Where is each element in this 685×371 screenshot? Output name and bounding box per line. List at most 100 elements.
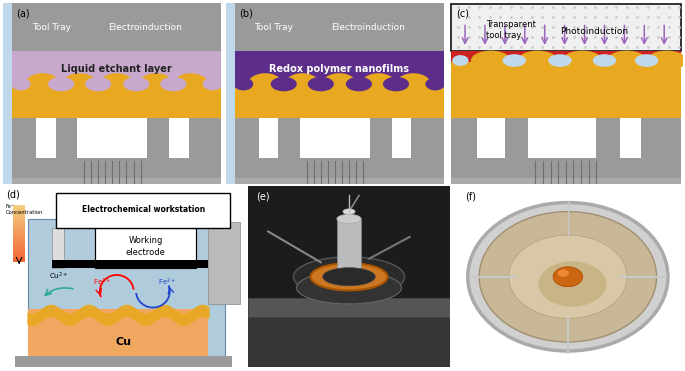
Bar <box>147 118 169 162</box>
Text: Liquid etchant layer: Liquid etchant layer <box>62 64 172 74</box>
Bar <box>27 219 225 360</box>
Bar <box>235 3 444 52</box>
Ellipse shape <box>322 73 357 95</box>
Text: Redox polymer nanofilms: Redox polymer nanofilms <box>269 64 410 74</box>
Bar <box>226 3 235 184</box>
Text: Fe$^{2+}$: Fe$^{2+}$ <box>158 276 177 288</box>
Bar <box>12 3 221 52</box>
Text: Cu$^{2+}$: Cu$^{2+}$ <box>49 271 68 282</box>
Ellipse shape <box>509 235 627 318</box>
Bar <box>13 219 25 221</box>
Bar <box>13 246 25 249</box>
Bar <box>451 52 681 62</box>
Bar <box>596 118 620 162</box>
Bar <box>13 217 25 219</box>
Text: Working
electrode: Working electrode <box>126 236 166 257</box>
Bar <box>13 214 25 217</box>
Ellipse shape <box>293 257 405 297</box>
Bar <box>248 299 450 316</box>
Ellipse shape <box>343 209 355 214</box>
Bar <box>13 253 25 256</box>
Bar <box>13 260 25 262</box>
Ellipse shape <box>346 77 372 91</box>
Text: Fe⁺
Concentration: Fe⁺ Concentration <box>6 204 43 215</box>
Ellipse shape <box>479 211 656 342</box>
Bar <box>451 158 681 184</box>
Bar <box>12 178 221 184</box>
Ellipse shape <box>396 73 431 95</box>
Ellipse shape <box>85 77 111 91</box>
Ellipse shape <box>518 50 558 70</box>
Ellipse shape <box>538 262 606 307</box>
Bar <box>278 118 300 162</box>
Bar <box>13 230 25 233</box>
Ellipse shape <box>558 269 569 277</box>
Bar <box>451 62 681 70</box>
Bar <box>13 208 25 210</box>
Bar <box>13 239 25 242</box>
Text: Electroinduction: Electroinduction <box>108 23 182 32</box>
Bar <box>640 118 681 162</box>
Bar <box>27 309 208 360</box>
Ellipse shape <box>160 77 186 91</box>
Bar <box>13 233 25 235</box>
Text: Electrochemical workstation: Electrochemical workstation <box>82 205 205 214</box>
Ellipse shape <box>503 54 526 67</box>
Bar <box>13 251 25 253</box>
Text: Electroinduction: Electroinduction <box>331 23 405 32</box>
Ellipse shape <box>337 214 361 223</box>
Bar <box>12 158 221 184</box>
Bar <box>12 118 36 162</box>
Text: (c): (c) <box>456 8 469 18</box>
Bar <box>13 255 25 258</box>
Ellipse shape <box>11 78 31 91</box>
Bar <box>451 178 681 184</box>
Ellipse shape <box>62 73 97 95</box>
Ellipse shape <box>203 78 223 91</box>
FancyBboxPatch shape <box>95 228 197 268</box>
Bar <box>411 118 444 162</box>
Ellipse shape <box>123 77 149 91</box>
Ellipse shape <box>635 54 658 67</box>
Text: (f): (f) <box>466 192 477 202</box>
Text: (d): (d) <box>6 190 20 200</box>
Bar <box>188 118 221 162</box>
Ellipse shape <box>425 78 445 91</box>
Bar <box>12 84 221 118</box>
Bar <box>13 224 25 226</box>
Text: Tool Tray: Tool Tray <box>32 23 71 32</box>
Bar <box>208 223 240 304</box>
Ellipse shape <box>285 73 320 95</box>
Text: (a): (a) <box>16 8 30 18</box>
Bar <box>13 221 25 224</box>
Bar <box>16 357 232 367</box>
Ellipse shape <box>99 73 134 95</box>
Bar <box>12 52 221 86</box>
Ellipse shape <box>471 50 511 70</box>
Text: Photoinduction: Photoinduction <box>560 27 628 36</box>
Text: Fe$^{3+}$: Fe$^{3+}$ <box>93 276 112 288</box>
Bar <box>13 257 25 260</box>
Bar <box>13 226 25 228</box>
Text: (b): (b) <box>239 8 253 18</box>
Ellipse shape <box>297 271 401 304</box>
Bar <box>13 212 25 215</box>
Bar <box>337 219 361 277</box>
Ellipse shape <box>323 268 375 286</box>
Ellipse shape <box>383 77 409 91</box>
Ellipse shape <box>248 73 283 95</box>
Ellipse shape <box>452 55 469 66</box>
Ellipse shape <box>271 77 297 91</box>
Ellipse shape <box>647 50 685 70</box>
Bar <box>13 228 25 231</box>
Bar <box>55 118 77 162</box>
Bar <box>13 244 25 246</box>
Text: Transparent
tool tray: Transparent tool tray <box>486 20 536 40</box>
Ellipse shape <box>308 77 334 91</box>
Ellipse shape <box>548 54 572 67</box>
Bar <box>451 60 681 118</box>
Ellipse shape <box>25 73 60 95</box>
Ellipse shape <box>607 50 647 70</box>
Bar <box>235 52 444 86</box>
Ellipse shape <box>553 267 583 287</box>
